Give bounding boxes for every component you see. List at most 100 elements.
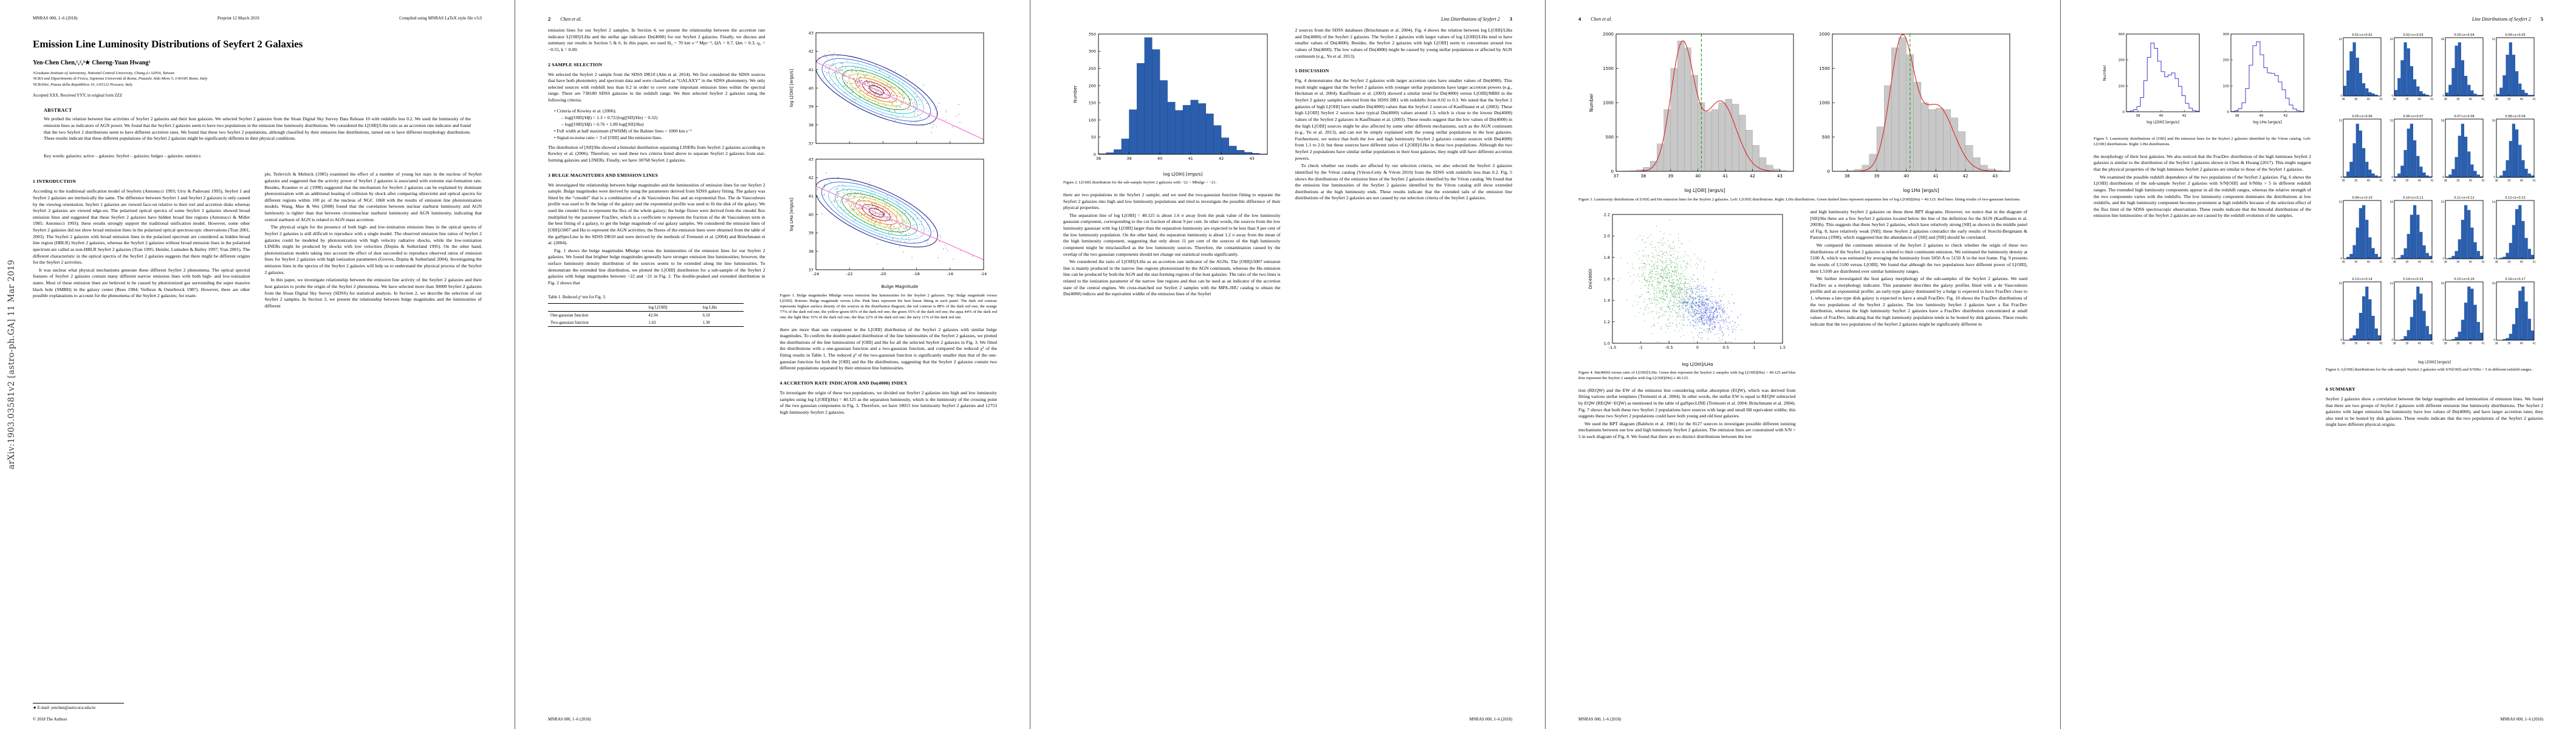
svg-text:0: 0 <box>2442 257 2444 260</box>
svg-text:-18: -18 <box>914 272 920 276</box>
page-2: 2 Chen et al. emission lines for our Sey… <box>515 0 1030 729</box>
svg-text:40: 40 <box>2469 342 2473 345</box>
svg-text:58: 58 <box>2441 119 2445 122</box>
footer-right: MNRAS 000, 1–6 (2018) <box>2500 717 2543 722</box>
running-title: Chen et al. <box>1591 16 1612 22</box>
body-paragraph: Seyfert 2 galaxies show a correlation be… <box>2326 395 2543 428</box>
svg-text:log L[OIII] [ergs/s]: log L[OIII] [ergs/s] <box>2418 360 2451 364</box>
page-footer: © 2018 The Authors <box>33 717 482 722</box>
svg-text:0.05<z<0.06: 0.05<z<0.06 <box>2352 115 2372 118</box>
svg-text:40: 40 <box>2418 261 2422 264</box>
criteria-item: • Full width at half maximum (FWHM) of t… <box>554 128 692 134</box>
svg-text:0.01<z<0.02: 0.01<z<0.02 <box>2352 33 2372 37</box>
table-header-row: log L[OIII] log LHα <box>548 303 744 312</box>
svg-text:38: 38 <box>2235 114 2239 118</box>
svg-text:40: 40 <box>2469 261 2473 264</box>
table-caption: Table 1. Reduced χ² test for Fig. 3. <box>548 295 606 299</box>
page-4: 4 Chen et al. 0 500 1000 1500 2000 37 38 39 40 41… <box>1546 0 2061 729</box>
svg-text:0: 0 <box>2442 176 2444 179</box>
page-footer: MNRAS 000, 1–6 (2018) <box>548 717 997 722</box>
svg-text:41: 41 <box>2481 179 2485 182</box>
abstract: ABSTRACT We probed the relation between l… <box>44 108 471 142</box>
svg-text:39: 39 <box>2354 179 2358 182</box>
svg-text:52: 52 <box>2492 38 2496 41</box>
svg-text:39: 39 <box>2456 179 2460 182</box>
running-head: 4 Chen et al. <box>1578 16 2027 22</box>
svg-text:0.5: 0.5 <box>1722 345 1728 350</box>
page-number: 3 <box>1509 16 1512 22</box>
svg-text:40: 40 <box>2418 179 2422 182</box>
svg-text:0.03<z<0.04: 0.03<z<0.04 <box>2454 33 2474 37</box>
body-paragraph: It was unclear what physical mechanisms … <box>33 267 250 299</box>
svg-text:39: 39 <box>809 231 814 236</box>
figure-caption: Figure 5. Luminosity distributions of [O… <box>2094 137 2311 146</box>
body-paragraph: The separation line of log L[OIII] = 40.… <box>1063 212 1281 257</box>
svg-text:41: 41 <box>2532 342 2536 345</box>
svg-text:39: 39 <box>2456 98 2460 101</box>
page-1: arXiv:1903.03581v2 [astro-ph.GA] 11 Mar … <box>0 0 515 729</box>
svg-text:42: 42 <box>809 49 814 54</box>
section-heading: 4 ACCRETION RATE INDICATOR AND Dn(4000) … <box>779 380 908 386</box>
running-head: 2 Chen et al. <box>548 16 997 22</box>
svg-text:55: 55 <box>2339 119 2343 122</box>
page-3: Line Distributions of Seyfert 2 3 0 50 100… <box>1030 0 1546 729</box>
svg-text:48: 48 <box>2441 38 2445 41</box>
svg-text:37: 37 <box>809 141 814 146</box>
svg-text:0.16<z<0.17: 0.16<z<0.17 <box>2505 278 2525 281</box>
svg-text:40: 40 <box>2520 261 2524 264</box>
svg-text:40: 40 <box>2367 342 2371 345</box>
figure-fig4: 1.0 1.2 1.4 1.6 1.8 2.0 2.2 -1.5 -1 -0.5 0 0.5 1 1.5 l… <box>1578 210 1796 382</box>
svg-text:39: 39 <box>2456 342 2460 345</box>
column-right: 2 sources from the SDSS databases (Brinc… <box>1295 27 1513 711</box>
svg-text:41: 41 <box>2532 179 2536 182</box>
svg-text:41: 41 <box>2481 342 2485 345</box>
svg-text:300: 300 <box>2119 33 2125 36</box>
svg-text:1.4: 1.4 <box>1603 298 1609 303</box>
table-cell: One-gaussian function <box>550 313 589 318</box>
svg-text:38: 38 <box>2341 261 2345 264</box>
figure-plot-fig6: 0.01<z<0.02 42 0 38 39 40 41 0.02<z<0.03 45 0 38 39… <box>2326 29 2543 364</box>
two-column-layout: 1.0 1.2 1.4 1.6 1.8 2.0 2.2 -1.5 -1 -0.5 0 0.5 1 1.5 l… <box>1578 209 2027 711</box>
page-number: 2 <box>548 16 551 22</box>
svg-text:55: 55 <box>2390 119 2394 122</box>
svg-text:-1: -1 <box>1639 345 1642 350</box>
svg-text:0: 0 <box>2340 257 2342 260</box>
figure-plot-fig2: 0 50 100 150 200 250 300 350 38 39 40 41 42 43 log L[O… <box>1063 29 1281 177</box>
svg-text:41: 41 <box>2430 179 2434 182</box>
table-col-header: log LHα <box>702 305 717 310</box>
svg-text:0: 0 <box>2340 176 2342 179</box>
running-title: Chen et al. <box>560 16 582 22</box>
criteria-list: • Criteria of Kewley et al. (2006): – log… <box>548 108 766 141</box>
body-paragraph: We used the BPT diagram (Baldwin et al. … <box>1578 420 1796 440</box>
svg-text:54: 54 <box>2492 200 2496 204</box>
running-title: Line Distributions of Seyfert 2 <box>2472 16 2531 22</box>
svg-text:log L[OIII] [ergs/s]: log L[OIII] [ergs/s] <box>1684 188 1725 193</box>
affiliation-line: ¹Graduate Institute of Astronomy, Nation… <box>33 70 174 75</box>
svg-text:-20: -20 <box>880 272 886 276</box>
svg-text:200: 200 <box>2223 59 2230 63</box>
svg-text:38: 38 <box>2341 342 2345 345</box>
figure-fig6: 0.01<z<0.02 42 0 38 39 40 41 0.02<z<0.03 45 0 38 39… <box>2326 29 2543 373</box>
svg-text:55: 55 <box>2339 282 2343 285</box>
svg-text:40: 40 <box>2367 261 2371 264</box>
svg-text:1.8: 1.8 <box>1603 255 1609 260</box>
column-right: 0.01<z<0.02 42 0 38 39 40 41 0.02<z<0.03 45 0 38 39… <box>2326 27 2543 711</box>
svg-text:0.10<z<0.11: 0.10<z<0.11 <box>2403 196 2423 200</box>
svg-text:39: 39 <box>2405 261 2409 264</box>
criteria-item: – log([OIII]/Hβ) > 1.3 + 0.72/(log([SII]… <box>561 114 658 120</box>
table-cell: 6.10 <box>702 313 710 318</box>
svg-text:38: 38 <box>2341 98 2345 101</box>
figure-plot-fig4: 1.0 1.2 1.4 1.6 1.8 2.0 2.2 -1.5 -1 -0.5 0 0.5 1 1.5 l… <box>1578 210 1796 368</box>
body-paragraph: Fig. 4 demonstrates that the Seyfert 2 g… <box>1295 78 1513 161</box>
page-number: 5 <box>2540 16 2543 22</box>
svg-text:41: 41 <box>2481 261 2485 264</box>
svg-text:log L[OIII] [ergs/s]: log L[OIII] [ergs/s] <box>789 69 794 107</box>
svg-text:2000: 2000 <box>1819 32 1830 37</box>
table-col-header <box>548 304 646 312</box>
svg-text:350: 350 <box>1088 32 1095 36</box>
column-left: 0 50 100 150 200 250 300 350 38 39 40 41 42 43 log L[O… <box>1063 27 1281 711</box>
svg-text:1500: 1500 <box>1603 66 1614 71</box>
figure-plot-fig1: 37 38 39 40 41 42 43 log L[OIII] [ergs/s] 37 38 39… <box>780 29 998 290</box>
criteria-item: – log([OIII]/Hβ) > 0.76 + 1.89 log([SII]… <box>561 121 644 127</box>
affiliation-line: ³ICRANet, Piazza della Repubblica 10, I-… <box>33 83 133 87</box>
